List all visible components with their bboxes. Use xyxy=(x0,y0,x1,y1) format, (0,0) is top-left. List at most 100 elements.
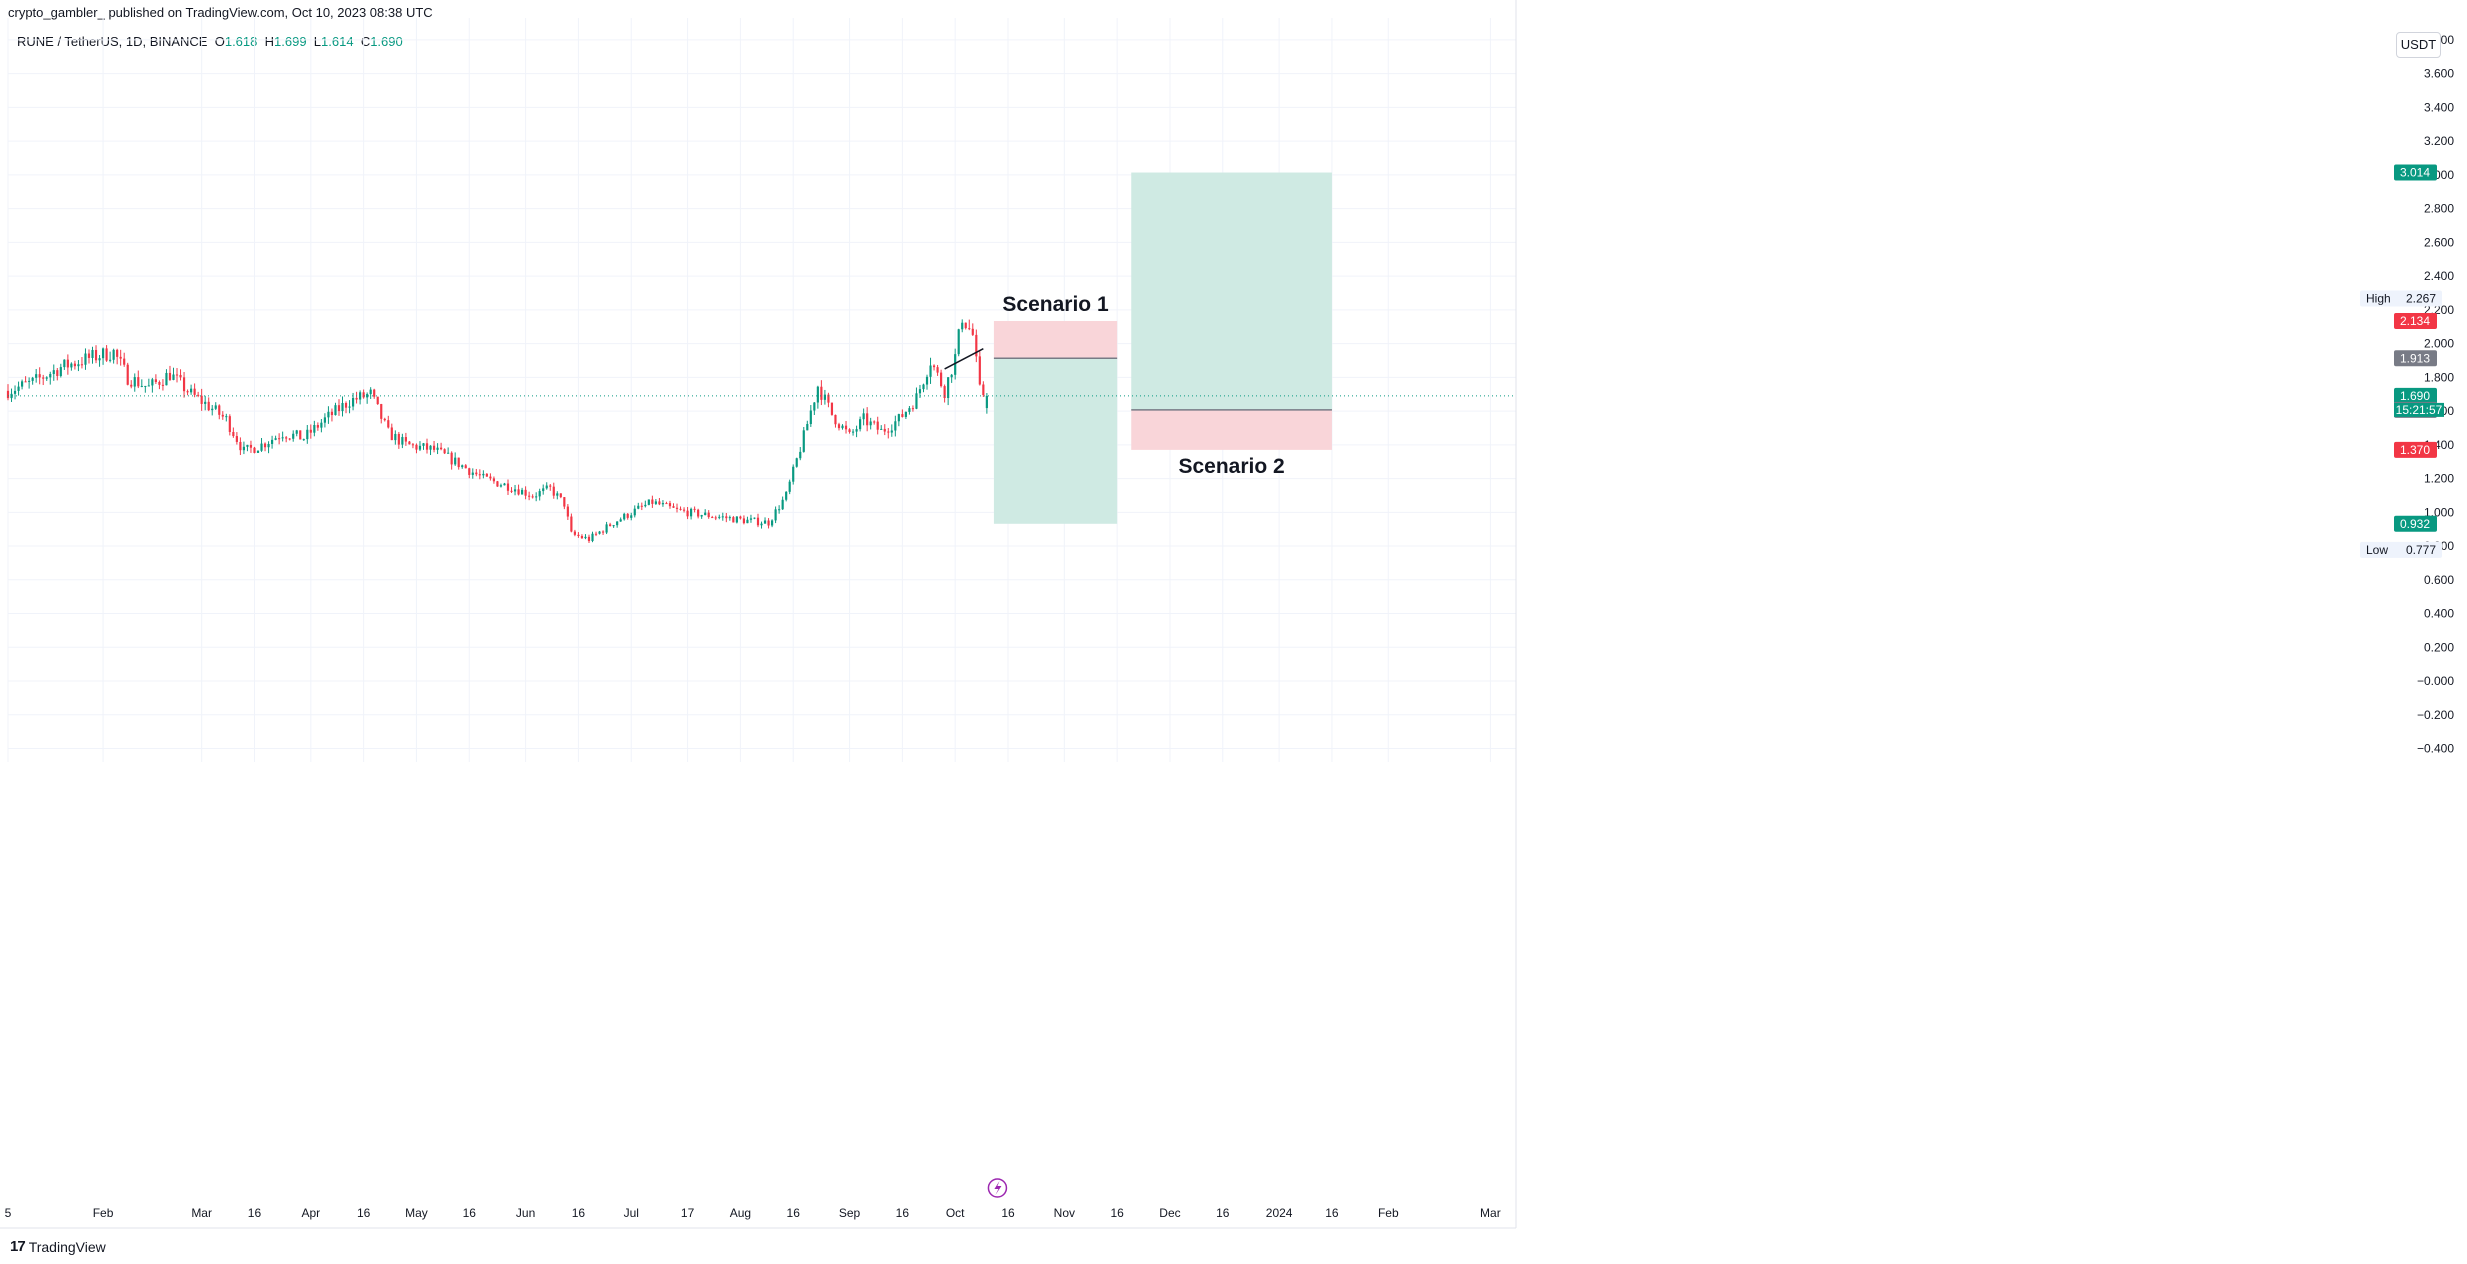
candle-body xyxy=(859,419,862,430)
currency-button[interactable]: USDT xyxy=(2396,32,2441,58)
candle-body xyxy=(802,430,805,452)
candle-body xyxy=(214,405,217,409)
candle-body xyxy=(362,392,365,398)
candle-body xyxy=(619,519,622,522)
candle-body xyxy=(739,516,742,519)
candle-body xyxy=(837,424,841,429)
candle-body xyxy=(422,443,425,446)
high-label: H xyxy=(264,34,275,49)
candle-body xyxy=(383,418,386,421)
candle-body xyxy=(28,380,31,382)
y-tick-label: 3.400 xyxy=(2424,100,2454,114)
candle-body xyxy=(464,465,467,469)
candle-body xyxy=(249,444,253,448)
x-tick-label: 16 xyxy=(357,1206,371,1220)
candle-body xyxy=(799,451,802,459)
price-labels: 3.0142.1341.9131.6901.6071.3700.93215:21… xyxy=(2360,164,2444,558)
candle-body xyxy=(936,367,939,373)
candle-body xyxy=(506,483,510,491)
candle-body xyxy=(137,377,140,387)
candle-body xyxy=(443,449,446,454)
y-tick-label: 2.800 xyxy=(2424,202,2454,216)
candle-body xyxy=(897,414,900,422)
x-tick-label: Jun xyxy=(516,1206,535,1220)
candle-body xyxy=(274,438,277,440)
candle-body xyxy=(883,428,886,432)
candle-body xyxy=(112,349,115,360)
y-tick-label: 1.800 xyxy=(2424,370,2454,384)
candle-body xyxy=(77,364,80,367)
candle-body xyxy=(841,425,844,429)
candle-body xyxy=(436,447,439,450)
low-value: 1.614 xyxy=(321,34,354,49)
candle-body xyxy=(158,381,161,385)
candle-body xyxy=(151,379,154,386)
y-tick-label: 2.000 xyxy=(2424,337,2454,351)
candle-body xyxy=(605,524,608,533)
candle-body xyxy=(964,322,967,329)
y-tick-label: 0.200 xyxy=(2424,640,2454,654)
candle-body xyxy=(179,374,182,378)
extreme-tag-box xyxy=(2360,541,2442,558)
candle-body xyxy=(197,394,200,396)
candle-body xyxy=(168,372,172,380)
candle-body xyxy=(760,523,763,526)
candle-body xyxy=(725,516,728,519)
candle-body xyxy=(887,431,890,433)
target-zone xyxy=(993,358,1118,524)
candle-body xyxy=(510,490,513,492)
candle-body xyxy=(545,485,548,489)
candle-body xyxy=(408,441,411,445)
x-tick-label: 16 xyxy=(787,1206,801,1220)
candle-body xyxy=(714,517,717,519)
extreme-tag-value: 0.777 xyxy=(2406,543,2436,557)
candle-body xyxy=(24,381,27,383)
candle-body xyxy=(323,417,326,423)
candle-body xyxy=(109,359,112,361)
candle-body xyxy=(749,518,753,520)
candle-body xyxy=(538,491,541,497)
candle-body xyxy=(496,481,499,487)
candle-body xyxy=(193,388,196,395)
x-tick-label: Jul xyxy=(624,1206,639,1220)
candle-body xyxy=(513,489,517,492)
candle-body xyxy=(186,391,189,393)
price-label-text: 1.370 xyxy=(2400,443,2430,457)
candle-body xyxy=(601,531,605,533)
candle-body xyxy=(313,425,316,433)
x-tick-label: Apr xyxy=(301,1206,320,1220)
candle-body xyxy=(133,377,136,387)
candle-body xyxy=(626,513,629,518)
candle-body xyxy=(774,509,777,521)
candle-body xyxy=(84,353,87,365)
candle-body xyxy=(690,508,693,517)
candle-body xyxy=(778,509,781,511)
x-tick-label: 17 xyxy=(681,1206,695,1220)
candle-body xyxy=(80,364,84,366)
candle-body xyxy=(373,389,376,397)
candle-body xyxy=(306,429,309,440)
candle-body xyxy=(52,370,55,375)
candle-body xyxy=(87,353,91,358)
candle-body xyxy=(397,433,400,445)
candle-body xyxy=(869,421,872,426)
candle-body xyxy=(98,358,101,361)
candle-body xyxy=(404,437,407,442)
symbol-name[interactable]: RUNE / TetherUS, 1D, BINANCE xyxy=(17,34,208,49)
candle-body xyxy=(295,430,298,434)
candle-body xyxy=(380,404,383,419)
candle-body xyxy=(982,384,985,396)
candle-body xyxy=(267,443,270,448)
candle-body xyxy=(468,468,471,475)
candle-body xyxy=(415,444,418,450)
candle-body xyxy=(105,348,108,361)
candle-body xyxy=(679,508,682,510)
candle-body xyxy=(728,517,731,519)
extreme-tag-value: 2.267 xyxy=(2406,292,2436,306)
candle-body xyxy=(119,356,122,359)
extreme-tag-name: Low xyxy=(2366,543,2388,557)
candle-body xyxy=(644,504,647,507)
candle-body xyxy=(200,395,203,404)
candle-body xyxy=(844,425,848,430)
